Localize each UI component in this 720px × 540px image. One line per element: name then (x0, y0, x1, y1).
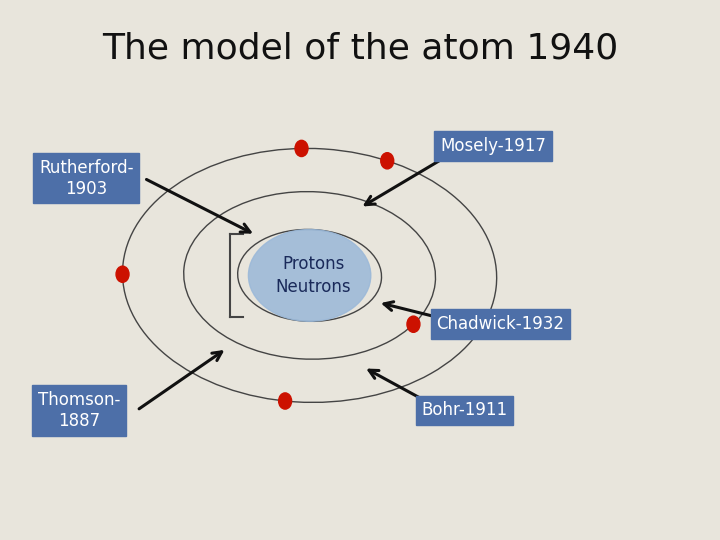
Text: Chadwick-1932: Chadwick-1932 (436, 315, 564, 333)
Ellipse shape (295, 140, 308, 157)
Text: Rutherford-
1903: Rutherford- 1903 (39, 159, 134, 198)
Text: Thomson-
1887: Thomson- 1887 (38, 391, 120, 430)
Text: Protons
Neutrons: Protons Neutrons (275, 254, 351, 296)
Ellipse shape (279, 393, 292, 409)
Text: Mosely-1917: Mosely-1917 (440, 137, 546, 155)
Ellipse shape (116, 266, 129, 282)
Ellipse shape (381, 153, 394, 169)
Ellipse shape (407, 316, 420, 332)
Text: The model of the atom 1940: The model of the atom 1940 (102, 32, 618, 65)
Text: Bohr-1911: Bohr-1911 (421, 401, 508, 420)
Ellipse shape (248, 230, 371, 321)
